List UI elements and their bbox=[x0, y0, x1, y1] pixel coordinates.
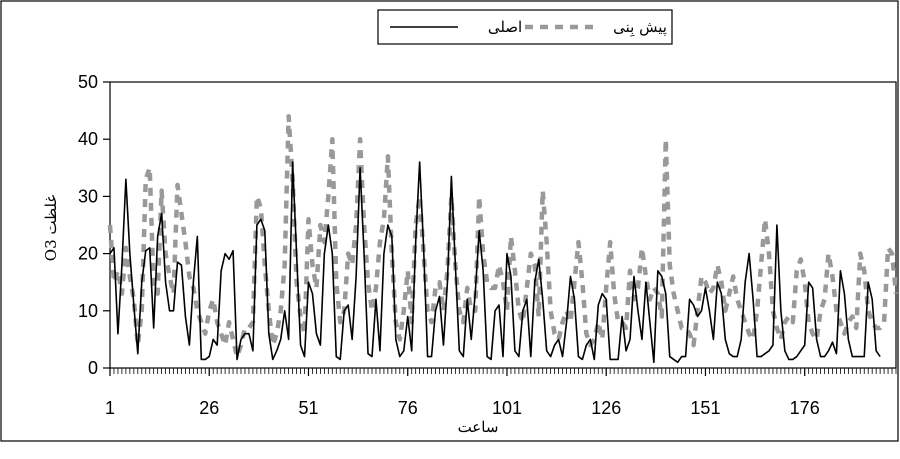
x-tick-label: 1 bbox=[105, 398, 115, 418]
x-tick-label: 176 bbox=[790, 398, 820, 418]
series-layer bbox=[107, 114, 899, 364]
y-tick-label: 50 bbox=[78, 72, 98, 92]
series-line-forecast bbox=[107, 114, 899, 359]
x-tick-label: 151 bbox=[690, 398, 720, 418]
y-axis-title: غلظت O3 bbox=[42, 195, 60, 262]
y-tick-label: 20 bbox=[78, 244, 98, 264]
y-tick-label: 30 bbox=[78, 186, 98, 206]
y-tick-label: 10 bbox=[78, 301, 98, 321]
legend-label-original: اصلی bbox=[488, 18, 522, 36]
x-tick-label: 126 bbox=[591, 398, 621, 418]
y-tick-label: 0 bbox=[88, 358, 98, 378]
legend: اصلی پیش بِنی bbox=[377, 9, 673, 45]
x-tick-label: 76 bbox=[398, 398, 418, 418]
legend-label-forecast: پیش بِنی bbox=[613, 18, 667, 38]
x-tick-label: 51 bbox=[298, 398, 318, 418]
y-tick-label: 40 bbox=[78, 129, 98, 149]
x-tick-label: 26 bbox=[199, 398, 219, 418]
series-line-original bbox=[109, 161, 881, 364]
x-tick-label: 101 bbox=[492, 398, 522, 418]
x-axis-title: ساعت bbox=[458, 418, 499, 436]
